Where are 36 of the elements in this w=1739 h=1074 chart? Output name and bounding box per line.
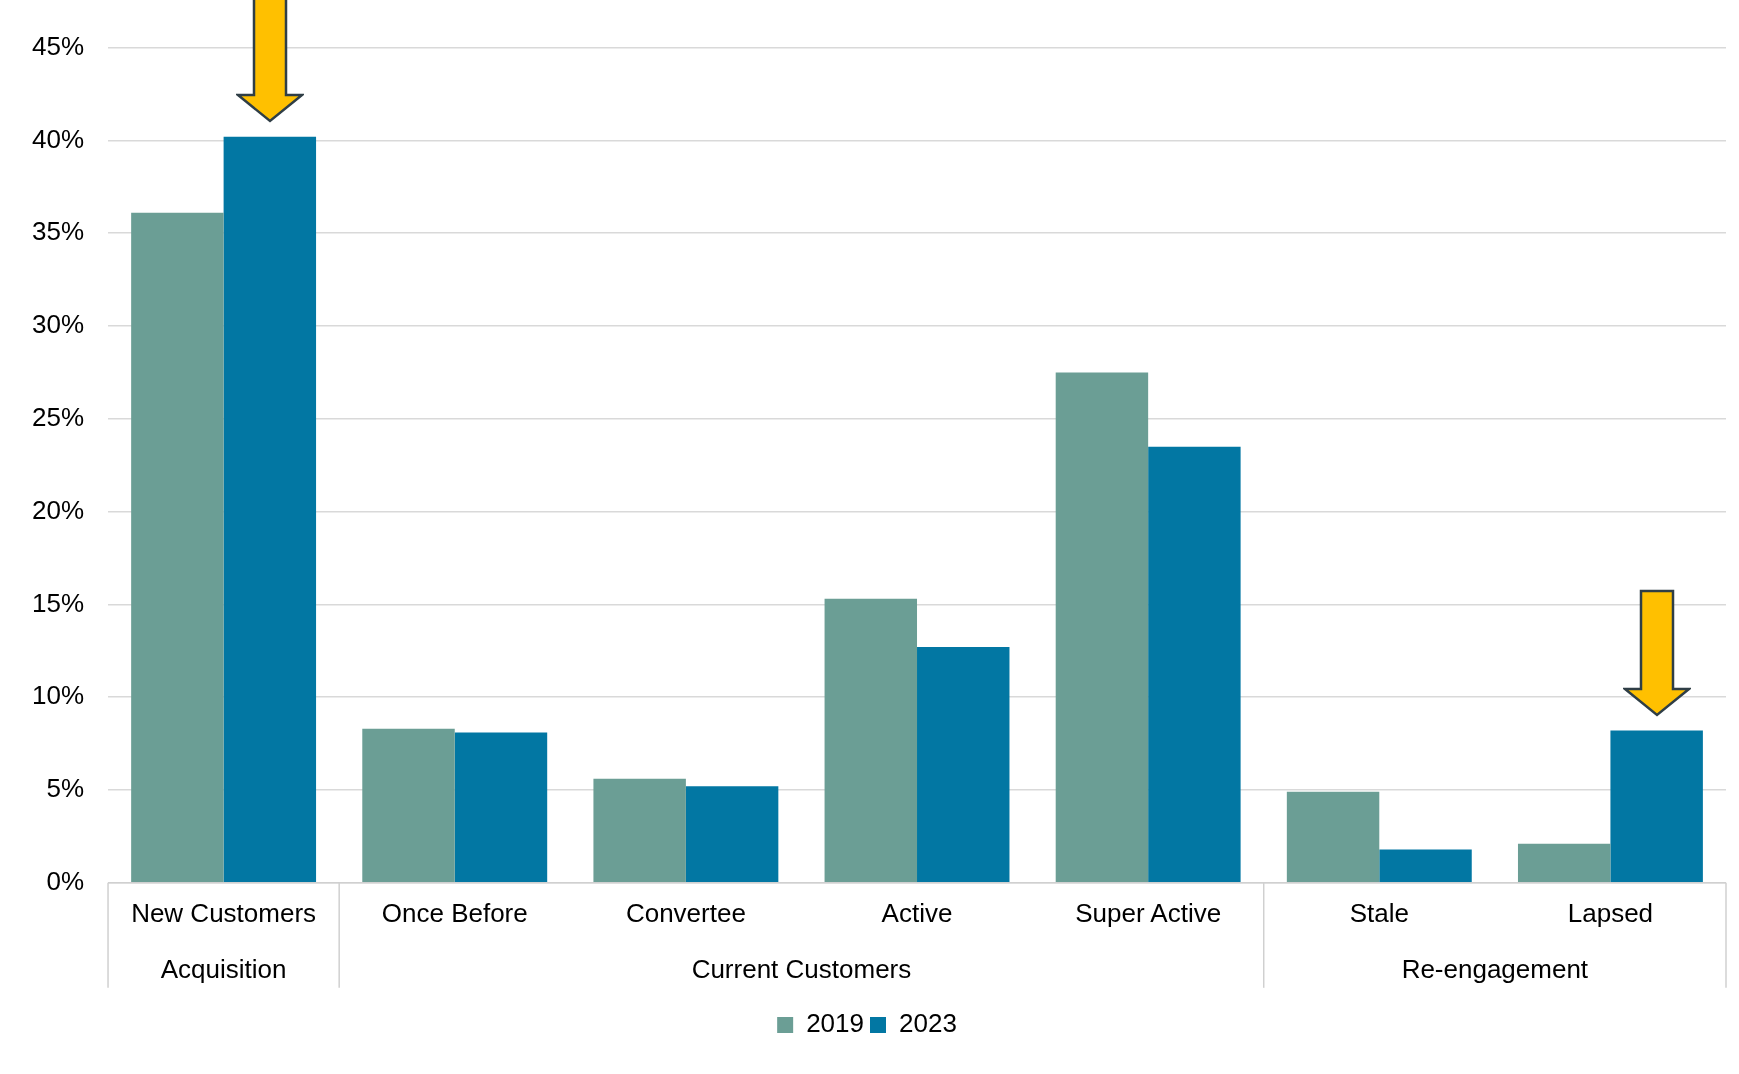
y-tick-label: 10%	[31, 680, 85, 711]
y-tick-label: 30%	[31, 309, 85, 340]
text: Current Customers	[691, 953, 912, 984]
legend-label: 2019	[806, 1008, 864, 1039]
bar	[685, 786, 779, 883]
y-tick-label: 20%	[31, 494, 85, 525]
y-tick-label: 35%	[31, 216, 85, 247]
x-tick-label: Once Before	[381, 897, 528, 928]
bar	[223, 136, 317, 883]
y-tick-label: 45%	[31, 30, 85, 61]
bar	[1148, 446, 1241, 883]
x-tick-label: Stale	[1349, 897, 1409, 928]
bar	[1517, 843, 1611, 883]
y-tick-label: 25%	[31, 401, 85, 432]
bar	[1379, 849, 1472, 883]
bar	[1610, 730, 1703, 883]
x-tick-label: New Customers	[131, 897, 317, 928]
bar	[593, 778, 686, 883]
y-tick-label: 15%	[31, 587, 85, 618]
bar	[917, 647, 1010, 883]
legend-label: 2023	[899, 1008, 957, 1039]
bar	[824, 598, 918, 883]
x-tick-label: Super Active	[1075, 897, 1222, 928]
bar	[131, 212, 224, 883]
bar	[1286, 791, 1380, 883]
bar	[362, 728, 455, 883]
bar	[454, 732, 548, 883]
y-tick-label: 5%	[46, 773, 85, 804]
y-tick-label: 0%	[46, 865, 85, 896]
x-tick-label: Active	[881, 897, 953, 928]
x-tick-label: Lapsed	[1567, 897, 1654, 928]
x-tick-label: Convertee	[625, 897, 746, 928]
bar	[1055, 372, 1149, 883]
y-tick-label: 40%	[31, 123, 85, 154]
text: Re-engagement	[1401, 953, 1589, 984]
text: Acquisition	[160, 953, 287, 984]
